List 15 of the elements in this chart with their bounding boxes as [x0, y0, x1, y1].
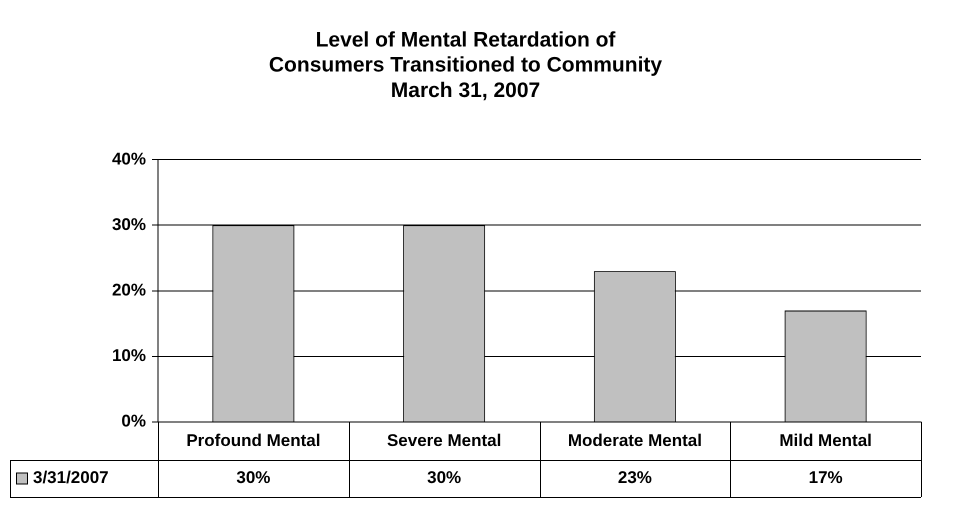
data-label: 30% [427, 468, 462, 488]
data-label: 17% [808, 468, 843, 488]
data-label: 23% [618, 468, 652, 488]
x-tick-label: Moderate Mental [568, 430, 702, 450]
x-tick-label: Profound Mental [186, 430, 320, 450]
y-tick-label: 20% [112, 280, 146, 300]
data-label: 30% [236, 468, 270, 488]
y-tick-label: 10% [112, 346, 146, 366]
chart-title: Level of Mental Retardation of Consumers Transitioned to Community March 31, 2007 [268, 28, 662, 102]
y-tick-label: 40% [112, 149, 146, 168]
x-tick-label: Severe Mental [386, 430, 502, 450]
y-tick-label: 30% [112, 214, 146, 234]
y-tick-label: 0% [121, 412, 146, 431]
x-tick-label: Mild Mental [779, 430, 872, 450]
legend-label: 3/31/2007 [33, 468, 109, 488]
